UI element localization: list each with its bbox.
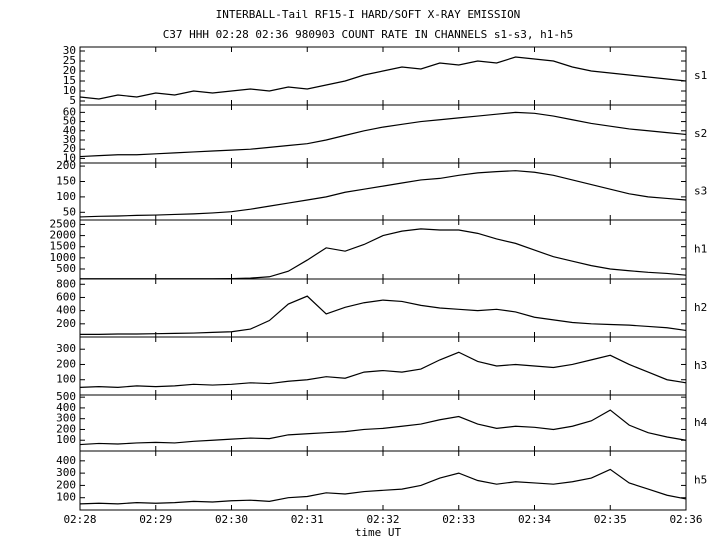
- y-tick-label: 200: [56, 317, 76, 330]
- data-line: [79, 111, 687, 158]
- channel-label: s3: [694, 185, 707, 198]
- y-tick-label: 600: [56, 290, 76, 303]
- chart-subtitle: C37 HHH 02:28 02:36 980903 COUNT RATE IN…: [163, 28, 574, 41]
- x-tick-label: 02:31: [291, 513, 324, 526]
- y-tick-label: 200: [56, 422, 76, 435]
- y-tick-label: 300: [56, 342, 76, 355]
- x-tick-label: 02:30: [215, 513, 248, 526]
- y-tick-label: 200: [56, 478, 76, 491]
- y-tick-label: 500: [56, 262, 76, 275]
- y-tick-label: 20: [63, 64, 76, 77]
- y-tick-label: 300: [56, 466, 76, 479]
- x-tick-label: 02:28: [63, 513, 96, 526]
- y-tick-label: 400: [56, 401, 76, 414]
- data-line: [79, 468, 687, 505]
- y-tick-label: 100: [56, 190, 76, 203]
- data-line: [80, 295, 687, 335]
- y-tick-label: 1000: [50, 251, 77, 264]
- y-tick-label: 500: [56, 390, 76, 403]
- y-tick-label: 400: [56, 304, 76, 317]
- y-tick-label: 10: [63, 151, 76, 164]
- y-tick-label: 400: [56, 454, 76, 467]
- y-tick-label: 200: [56, 159, 76, 172]
- y-tick-label: 1500: [50, 240, 77, 253]
- x-axis-label: time UT: [355, 526, 402, 539]
- y-tick-label: 30: [63, 44, 76, 57]
- x-tick-label: 02:35: [594, 513, 627, 526]
- data-line: [79, 351, 687, 388]
- y-tick-label: 300: [56, 412, 76, 425]
- x-tick-label: 02:33: [442, 513, 475, 526]
- chart-title: INTERBALL-Tail RF15-I HARD/SOFT X-RAY EM…: [216, 8, 521, 21]
- channel-label: s2: [694, 127, 707, 140]
- y-tick-label: 2500: [50, 217, 77, 230]
- channel-label: h5: [694, 474, 707, 487]
- channel-label: h3: [694, 359, 707, 372]
- channel-label: h4: [694, 416, 708, 429]
- channel-label: s1: [694, 69, 707, 82]
- y-tick-label: 100: [56, 433, 76, 446]
- y-tick-label: 200: [56, 357, 76, 370]
- y-tick-label: 100: [56, 373, 76, 386]
- y-tick-label: 100: [56, 491, 76, 504]
- data-line: [79, 409, 687, 446]
- data-line: [79, 170, 687, 218]
- y-tick-label: 40: [63, 124, 76, 137]
- x-tick-label: 02:34: [518, 513, 551, 526]
- channel-label: h2: [694, 301, 707, 314]
- y-tick-label: 50: [63, 115, 76, 128]
- y-tick-label: 10: [63, 84, 76, 97]
- y-tick-label: 25: [63, 54, 76, 67]
- y-tick-label: 60: [63, 105, 76, 118]
- y-tick-label: 5: [69, 94, 76, 107]
- y-tick-label: 150: [56, 174, 76, 187]
- data-line: [79, 56, 687, 100]
- y-tick-label: 2000: [50, 229, 77, 242]
- x-tick-label: 02:32: [366, 513, 399, 526]
- y-tick-label: 50: [63, 205, 76, 218]
- y-tick-label: 800: [56, 277, 76, 290]
- channel-label: h1: [694, 243, 707, 256]
- y-tick-label: 30: [63, 133, 76, 146]
- y-tick-label: 15: [63, 74, 76, 87]
- x-tick-label: 02:29: [139, 513, 172, 526]
- x-tick-label: 02:36: [669, 513, 702, 526]
- y-tick-label: 20: [63, 142, 76, 155]
